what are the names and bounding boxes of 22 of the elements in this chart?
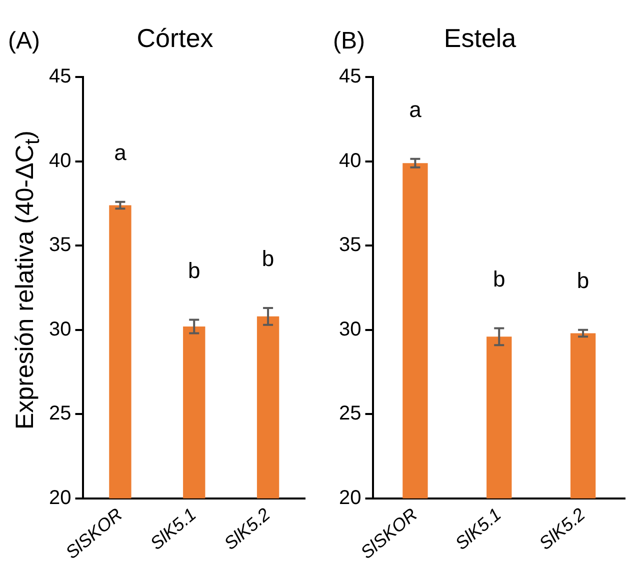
y-tick-label: 20: [338, 486, 362, 509]
annotation: b: [188, 258, 200, 283]
text: (B): [333, 28, 365, 55]
annotation: b: [576, 268, 590, 293]
y-tick-label: 40: [338, 150, 362, 172]
y-tick-label: 35: [48, 234, 72, 256]
y-tick-label: 45: [48, 66, 72, 88]
y-tick-label: 25: [338, 402, 362, 425]
y-tick-label: 40: [48, 150, 72, 172]
y-tick-label: 20: [48, 486, 72, 509]
annotation: a: [114, 140, 128, 165]
y-tick-label: 30: [48, 318, 72, 340]
annotation: b: [262, 246, 274, 272]
chart-title: Córtex: [136, 22, 214, 53]
annotation: b: [493, 266, 506, 292]
text: (A): [8, 28, 40, 55]
annotation: a: [409, 96, 422, 122]
chart-title: Estela: [444, 22, 517, 53]
y-tick-label: 45: [338, 66, 362, 88]
y-tick-label: 30: [338, 318, 362, 340]
y-tick-label: 35: [338, 234, 362, 256]
y-tick-label: 25: [48, 402, 72, 425]
